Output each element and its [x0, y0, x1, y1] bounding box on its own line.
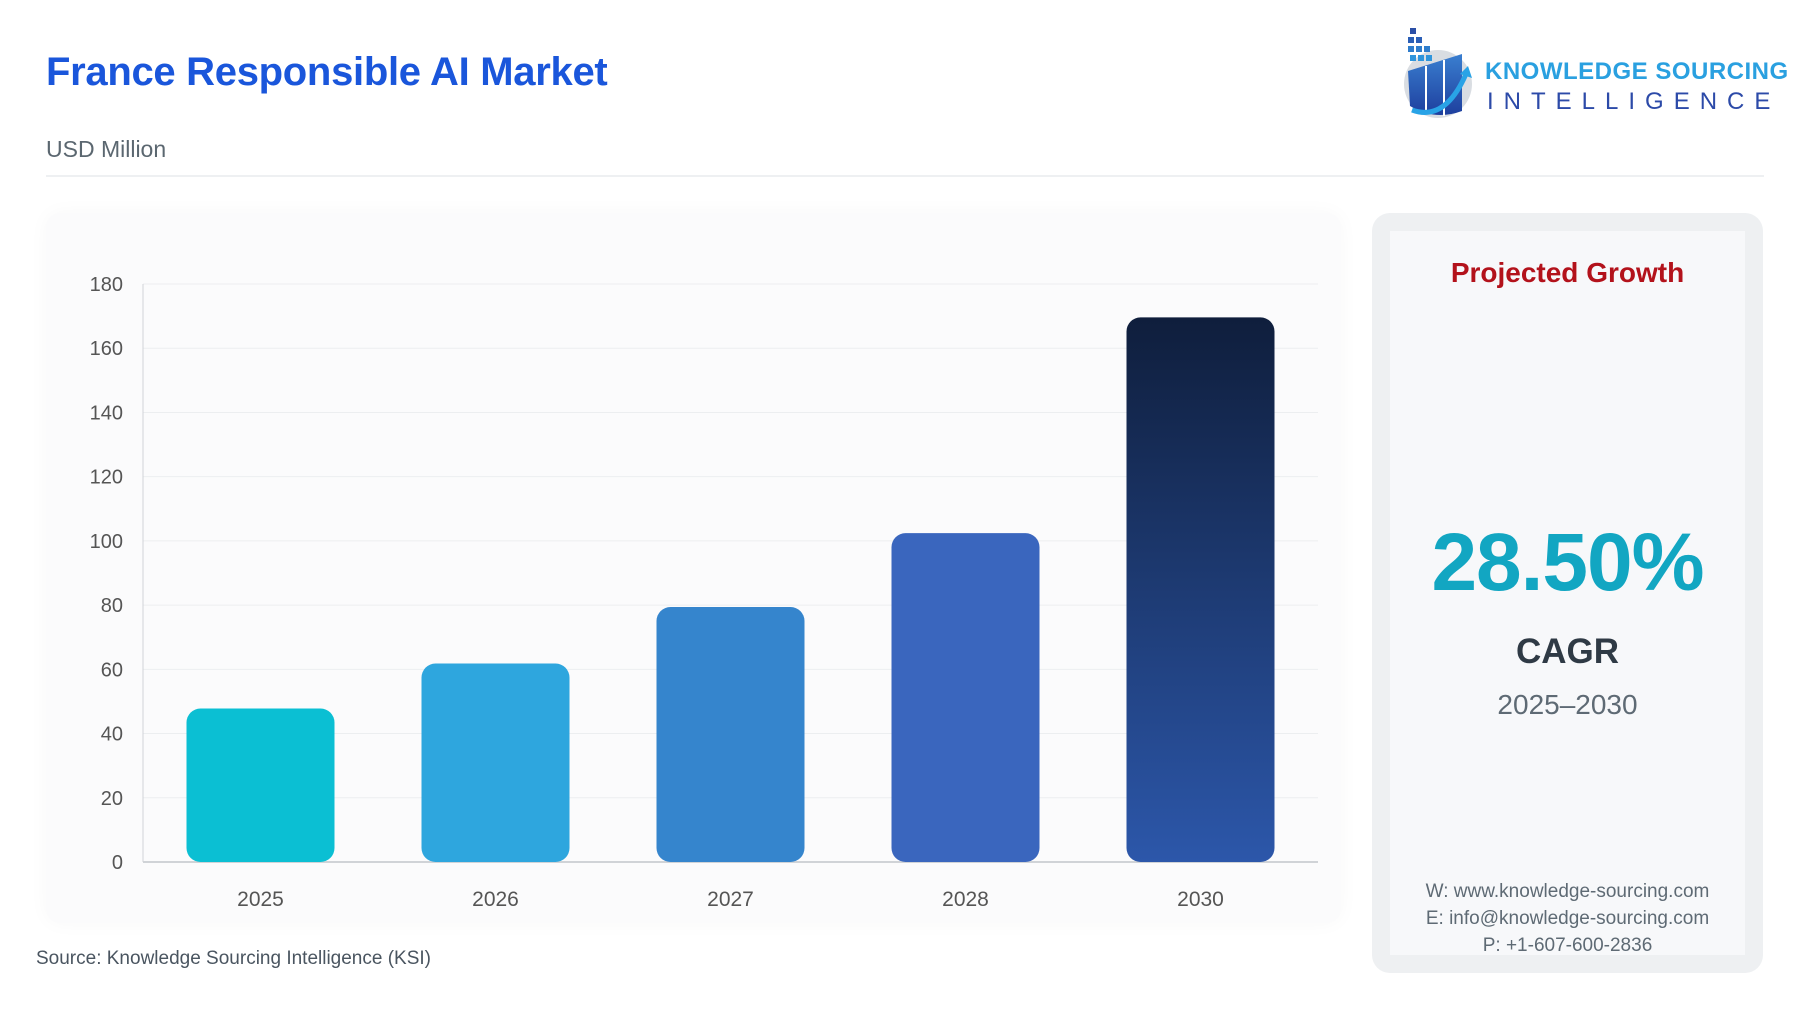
- website-link[interactable]: W: www.knowledge-sourcing.com: [1425, 881, 1710, 902]
- y-tick-label: 100: [90, 531, 123, 553]
- projected-growth-heading: Projected Growth: [1450, 257, 1685, 288]
- bar-2028: [891, 533, 1040, 862]
- y-tick-label: 180: [90, 274, 123, 296]
- y-tick-label: 160: [90, 338, 123, 360]
- company-logo: KNOWLEDGE SOURCING INTELLIGENCE: [1400, 26, 1788, 121]
- cagr-value: 28.50%: [1431, 517, 1704, 608]
- phone-number: P: +1-607-600-2836: [1482, 935, 1653, 956]
- logo-text-line1: KNOWLEDGE SOURCING: [1485, 58, 1789, 85]
- email-link[interactable]: E: info@knowledge-sourcing.com: [1425, 908, 1710, 929]
- logo-globe-icon: [1404, 28, 1472, 118]
- cagr-period: 2025–2030: [1497, 689, 1638, 720]
- y-tick-label: 140: [90, 402, 123, 424]
- source-note: Source: Knowledge Sourcing Intelligence …: [36, 948, 432, 969]
- y-tick-label: 80: [101, 595, 123, 617]
- bar-2026: [421, 663, 570, 862]
- y-tick-label: 20: [101, 788, 123, 810]
- x-tick-label: 2028: [942, 888, 989, 911]
- logo-text-line2: INTELLIGENCE: [1487, 88, 1781, 115]
- unit-label: USD Million: [46, 136, 167, 162]
- page-title: France Responsible AI Market: [46, 50, 608, 94]
- x-tick-label: 2025: [237, 888, 284, 911]
- header-divider: [46, 175, 1764, 177]
- growth-panel: Projected Growth 28.50% CAGR 2025–2030 W…: [1372, 213, 1763, 973]
- cagr-label: CAGR: [1515, 632, 1620, 671]
- y-tick-label: 120: [90, 467, 123, 489]
- y-tick-label: 40: [101, 724, 123, 746]
- y-tick-label: 60: [101, 659, 123, 681]
- y-tick-label: 0: [112, 852, 123, 874]
- bar-2030: [1126, 317, 1275, 862]
- growth-panel-inner: [1390, 231, 1745, 955]
- x-tick-label: 2027: [707, 888, 754, 911]
- bar-2025: [186, 708, 335, 862]
- chart-card: 0 20 40 60 80 100 120 140 160 180 2025 2026 2027 2028…: [46, 213, 1341, 923]
- x-tick-label: 2030: [1177, 888, 1224, 911]
- bar-2027: [656, 607, 805, 862]
- x-tick-label: 2026: [472, 888, 519, 911]
- bar-chart: 0 20 40 60 80 100 120 140 160 180 2025 2026 2027 2028…: [90, 274, 1318, 911]
